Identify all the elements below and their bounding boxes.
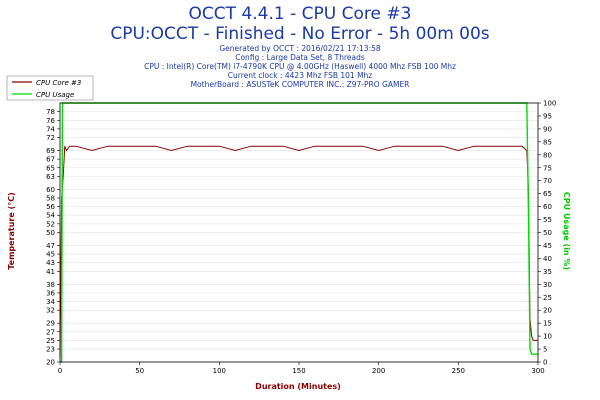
- chart-title: OCCT 4.4.1 - CPU Core #3: [188, 4, 412, 24]
- y-tick-label: 43: [46, 259, 55, 267]
- y-axis-label: Temperature (°C): [7, 192, 16, 270]
- x-tick-label: 150: [292, 367, 305, 375]
- chart-subtitle: CPU:OCCT - Finished - No Error - 5h 00m …: [110, 24, 490, 44]
- y-tick-label: 56: [46, 203, 55, 211]
- info-motherboard: MotherBoard : ASUSTeK COMPUTER INC.: Z97…: [190, 80, 410, 89]
- y2-tick-label: 40: [543, 255, 552, 263]
- y2-axis-label: CPU Usage (in %): [562, 192, 571, 270]
- y-tick-label: 69: [46, 147, 55, 155]
- series-line-cpu-core-3: [59, 145, 538, 358]
- y2-tick-label: 15: [543, 320, 552, 328]
- y-tick-label: 58: [46, 194, 55, 202]
- y-tick-label: 65: [46, 164, 55, 172]
- y-tick-label: 45: [46, 251, 55, 259]
- y2-tick-label: 0: [543, 359, 547, 367]
- y-tick-label: 23: [46, 346, 55, 354]
- y2-tick-label: 60: [543, 203, 552, 211]
- x-tick-label: 250: [452, 367, 465, 375]
- y2-tick-label: 95: [543, 112, 552, 120]
- y2-tick-label: 30: [543, 281, 552, 289]
- x-tick-label: 200: [372, 367, 385, 375]
- legend: CPU Core #3 CPU Usage: [6, 75, 94, 101]
- y-tick-label: 27: [46, 328, 55, 336]
- y2-tick-label: 80: [543, 151, 552, 159]
- y-tick-label: 67: [46, 156, 55, 164]
- y2-tick-label: 45: [543, 242, 552, 250]
- y-tick-label: 63: [46, 173, 55, 181]
- x-tick-label: 100: [213, 367, 226, 375]
- y-tick-label: 25: [46, 337, 55, 345]
- x-axis-label: Duration (Minutes): [255, 382, 341, 391]
- y2-tick-label: 5: [543, 346, 547, 354]
- y-tick-label: 32: [46, 307, 55, 315]
- y2-tick-label: 75: [543, 164, 552, 172]
- y2-tick-label: 50: [543, 229, 552, 237]
- y2-tick-label: 35: [543, 268, 552, 276]
- y2-tick-label: 55: [543, 216, 552, 224]
- y2-tick-label: 85: [543, 138, 552, 146]
- y-tick-label: 74: [46, 125, 55, 133]
- legend-label-cpu-core: CPU Core #3: [36, 79, 81, 87]
- y-tick-label: 72: [46, 134, 55, 142]
- y2-tick-label: 70: [543, 177, 552, 185]
- info-config: Config : Large Data Set, 8 Threads: [235, 53, 365, 62]
- y-tick-label: 38: [46, 281, 55, 289]
- y2-tick-label: 20: [543, 307, 552, 315]
- y-tick-label: 36: [46, 289, 55, 297]
- y-tick-label: 52: [46, 220, 55, 228]
- y-tick-label: 34: [46, 298, 55, 306]
- y-tick-label: 76: [46, 117, 55, 125]
- y2-tick-label: 10: [543, 333, 552, 341]
- y2-tick-label: 65: [543, 190, 552, 198]
- series-line-cpu-usage: [60, 102, 538, 363]
- x-axis-ticks: 0 50 100 150 200 250 300: [58, 362, 545, 375]
- y2-axis-ticks: 0 5 10 15 20 25 30 35 40 45 50 55 60 65 70 75 80 85 90 95 10…: [538, 100, 556, 367]
- legend-box: [6, 75, 94, 101]
- plot-border: [59, 102, 539, 363]
- y-tick-label: 60: [46, 186, 55, 194]
- info-clock: Current clock : 4423 Mhz FSB 101 Mhz: [227, 71, 373, 80]
- series-group: [59, 102, 538, 363]
- y-tick-label: 78: [46, 108, 55, 116]
- y-tick-label: 20: [46, 359, 55, 367]
- x-tick-label: 300: [531, 367, 544, 375]
- y-tick-label: 29: [46, 320, 55, 328]
- info-generated: Generated by OCCT : 2016/02/21 17:13:58: [219, 44, 381, 53]
- y-tick-label: 50: [46, 229, 55, 237]
- legend-label-cpu-usage: CPU Usage: [36, 91, 74, 99]
- x-tick-label: 50: [135, 367, 144, 375]
- y2-tick-label: 25: [543, 294, 552, 302]
- y2-tick-label: 100: [543, 100, 556, 108]
- y-tick-label: 41: [46, 268, 55, 276]
- y-tick-label: 54: [46, 212, 55, 220]
- y2-tick-label: 90: [543, 125, 552, 133]
- y-tick-label: 47: [46, 242, 55, 250]
- info-cpu: CPU : Intel(R) Core(TM) i7-4790K CPU @ 4…: [144, 62, 456, 71]
- x-tick-label: 0: [58, 367, 62, 375]
